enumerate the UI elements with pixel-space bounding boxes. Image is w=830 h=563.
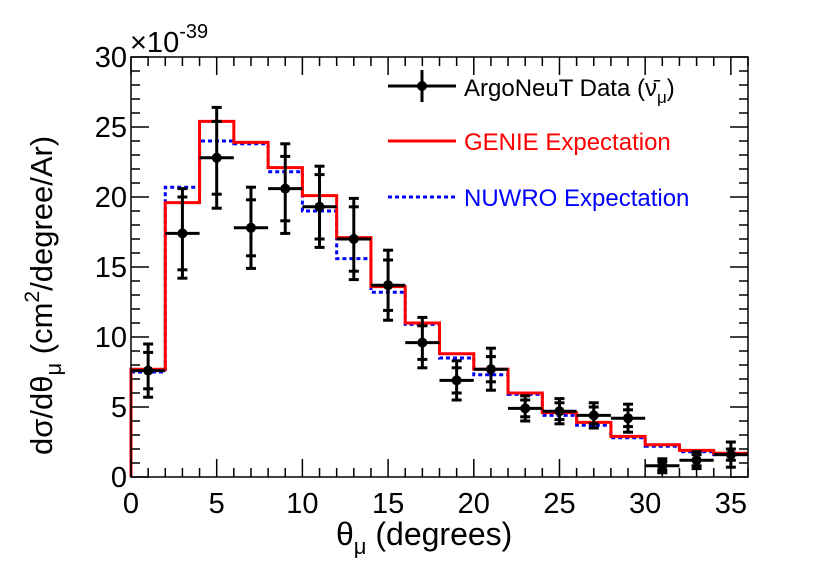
data-point: [199, 105, 234, 210]
x-tick-label: 5: [209, 488, 225, 520]
data-point: [610, 402, 646, 434]
data-point: [542, 397, 577, 426]
legend: ArgoNeuT Data (ν̄μ) GENIE Expectation NU…: [388, 70, 689, 212]
data-point-marker: [485, 364, 496, 375]
legend-genie-label: GENIE Expectation: [464, 129, 671, 156]
y-axis-title-superscript: 2: [21, 291, 44, 303]
y-axis-title: dσ/dθμ (cm2/degree/Ar): [21, 136, 66, 455]
legend-data-marker-dot: [417, 81, 427, 91]
argoneut-data-points: [131, 105, 748, 475]
legend-data-label-subscript: μ: [657, 88, 667, 107]
x-axis-title-symbol: θ: [336, 516, 354, 552]
y-tick-label: 5: [111, 392, 127, 424]
legend-entry-genie: GENIE Expectation: [388, 129, 671, 156]
y-axis-title-subscript: μ: [41, 363, 66, 376]
data-point-marker: [245, 222, 256, 233]
y-tick-label: 0: [111, 462, 127, 494]
x-tick-label: 25: [543, 488, 575, 520]
expectation-histograms: [129, 119, 748, 477]
y-tick-label: 10: [95, 322, 127, 354]
x-tick-label: 10: [286, 488, 318, 520]
legend-entry-nuwro: NUWRO Expectation: [388, 185, 689, 212]
x-axis-ticks: 0 5 10 15 20 25 30 35: [123, 57, 749, 520]
data-point-marker: [383, 280, 394, 291]
y-tick-label: 15: [95, 252, 127, 284]
x-tick-label: 35: [715, 488, 747, 520]
data-point-marker: [211, 152, 222, 163]
data-point: [576, 401, 611, 430]
data-point-marker: [417, 337, 428, 348]
legend-nuwro-label: NUWRO Expectation: [464, 185, 689, 212]
data-point-marker: [280, 183, 291, 194]
data-point-marker: [348, 234, 359, 244]
data-point: [233, 185, 269, 270]
exponent-base: ×10: [130, 27, 179, 59]
data-point-marker: [451, 375, 462, 386]
x-axis-title: θμ (degrees): [336, 516, 512, 559]
data-point-marker: [177, 228, 188, 239]
data-point: [370, 248, 406, 322]
y-tick-label: 20: [95, 182, 127, 214]
data-point-marker: [588, 410, 599, 421]
data-point: [302, 164, 337, 249]
x-tick-label: 0: [123, 488, 139, 520]
data-point-marker: [691, 455, 702, 466]
data-point: [473, 346, 509, 392]
x-tick-label: 15: [372, 488, 404, 520]
legend-data-label-main: ArgoNeuT Data (: [464, 75, 645, 102]
data-point-marker: [143, 365, 154, 376]
data-point: [713, 440, 748, 469]
data-point-marker: [725, 449, 736, 460]
y-axis-ticks: 0 5 10 15 20 25 30: [95, 42, 748, 494]
data-point: [336, 196, 371, 282]
exponent-power: -39: [179, 21, 208, 43]
y-axis-title-units-open: (cm: [24, 303, 59, 363]
y-tick-label: 30: [95, 42, 127, 74]
data-point: [268, 142, 303, 235]
x-axis-title-units: (degrees): [366, 516, 512, 552]
y-tick-label: 25: [95, 112, 127, 144]
legend-data-label-close: ): [667, 75, 675, 102]
x-tick-label: 20: [458, 488, 490, 520]
data-point-marker: [623, 413, 634, 424]
data-point: [508, 394, 543, 423]
data-point-marker: [554, 406, 565, 417]
data-point: [439, 359, 474, 402]
data-point: [405, 315, 440, 370]
y-axis-title-units-close: /degree/Ar): [24, 136, 59, 291]
legend-entry-data: ArgoNeuT Data (ν̄μ): [388, 70, 675, 107]
data-point-marker: [520, 403, 531, 414]
data-point-marker: [314, 201, 325, 212]
legend-data-label: ArgoNeuT Data (ν̄μ): [464, 75, 675, 107]
y-axis-title-derivative: dσ/dθ: [24, 376, 59, 455]
x-tick-label: 30: [629, 488, 661, 520]
y-axis-exponent: ×10-39: [130, 21, 208, 59]
data-point: [165, 187, 200, 280]
genie-expectation-line: [129, 119, 748, 477]
x-axis-title-subscript: μ: [354, 534, 367, 559]
data-point: [131, 342, 166, 399]
data-point-marker: [657, 460, 668, 471]
